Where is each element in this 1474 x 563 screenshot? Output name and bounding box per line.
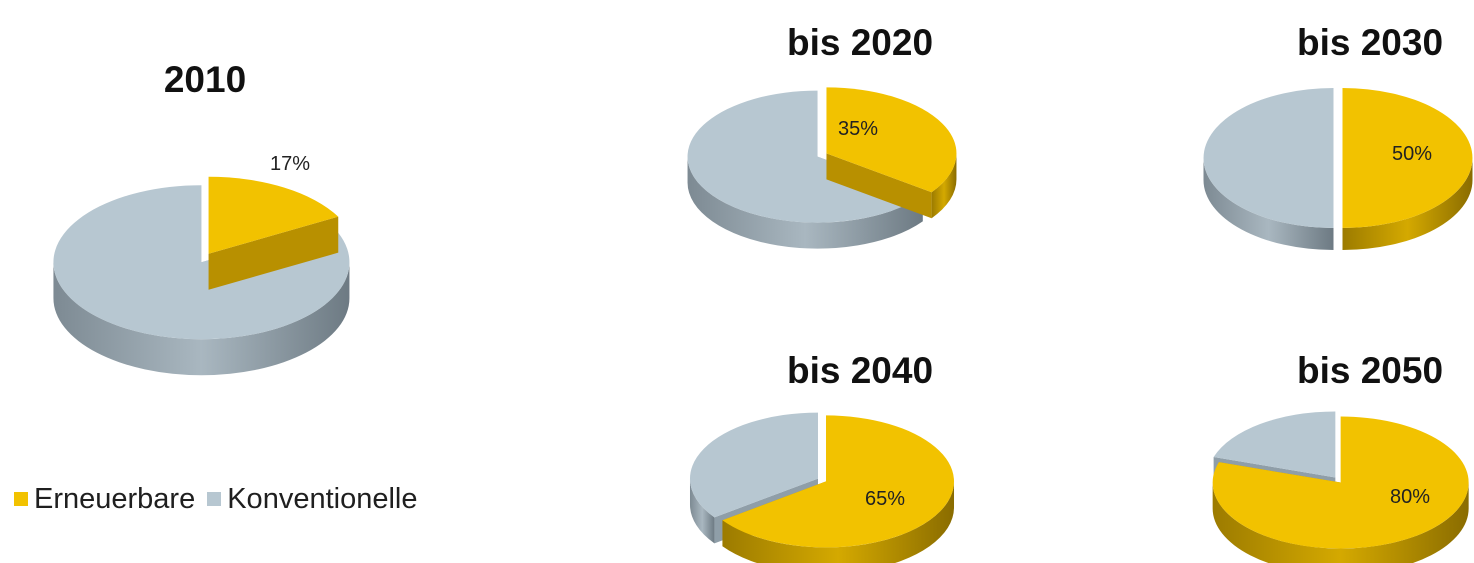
slice-erneuerbare-top: [1212, 416, 1469, 549]
slice-konventionelle-side: [53, 262, 350, 376]
pie-data-label-1: 17%: [270, 153, 310, 175]
legend-label-conventional: Konventionelle: [227, 482, 418, 515]
pie-title-4: bis 2040: [787, 350, 933, 391]
slice-konventionelle: [1203, 88, 1334, 250]
pie-title-1: 2010: [164, 59, 246, 100]
pie-chart-5: bis 2050 80%: [1212, 350, 1469, 563]
slice-erneuerbare-top: [208, 176, 339, 254]
slice-erneuerbare-side: [722, 481, 955, 563]
slice-konventionelle-top: [1213, 411, 1336, 478]
slice-erneuerbare-side: [1342, 158, 1473, 250]
pie-data-label-3: 50%: [1392, 143, 1432, 165]
slice-konventionelle-side: [1203, 158, 1334, 250]
slice-erneuerbare-top: [722, 415, 955, 548]
pie-title-2: bis 2020: [787, 22, 933, 63]
pie-title-5: bis 2050: [1297, 350, 1443, 391]
slice-erneuerbare: [722, 415, 955, 563]
slice-erneuerbare: [1212, 416, 1469, 563]
pie-data-label-4: 65%: [865, 488, 905, 510]
slice-erneuerbare-cut: [826, 153, 932, 219]
legend-item-conventional: Konventionelle: [207, 483, 417, 516]
slice-konventionelle-side: [689, 478, 715, 544]
pie-chart-1: 2010 17%: [53, 59, 350, 376]
slice-konventionelle-top: [53, 185, 350, 340]
slice-erneuerbare: [208, 176, 339, 290]
pie-chart-3: bis 2030 50%: [1203, 22, 1473, 250]
pie-chart-2: bis 2020 35%: [687, 22, 957, 249]
slice-erneuerbare: [1342, 88, 1473, 250]
pie-chart-4: bis 2040 65%: [689, 350, 955, 563]
slice-erneuerbare-top: [1342, 88, 1473, 228]
slice-konventionelle-side: [687, 156, 923, 249]
legend-swatch-renewable: [14, 492, 28, 506]
legend-label-renewable: Erneuerbare: [34, 482, 196, 515]
pie-title-3: bis 2030: [1297, 22, 1443, 63]
pie-data-label-5: 80%: [1390, 486, 1430, 508]
slice-konventionelle-top: [689, 412, 818, 518]
pie-data-label-2: 35%: [838, 118, 878, 140]
legend-item-renewable: Erneuerbare: [14, 483, 195, 516]
slice-erneuerbare-side: [1212, 482, 1469, 563]
slice-erneuerbare-side: [931, 153, 957, 219]
slice-erneuerbare-cut: [208, 216, 339, 290]
slice-erneuerbare: [826, 87, 957, 219]
legend-swatch-conventional: [207, 492, 222, 506]
legend: Erneuerbare Konventionelle: [14, 482, 429, 516]
slice-konventionelle-top: [1203, 88, 1334, 228]
slice-erneuerbare-top: [826, 87, 957, 193]
